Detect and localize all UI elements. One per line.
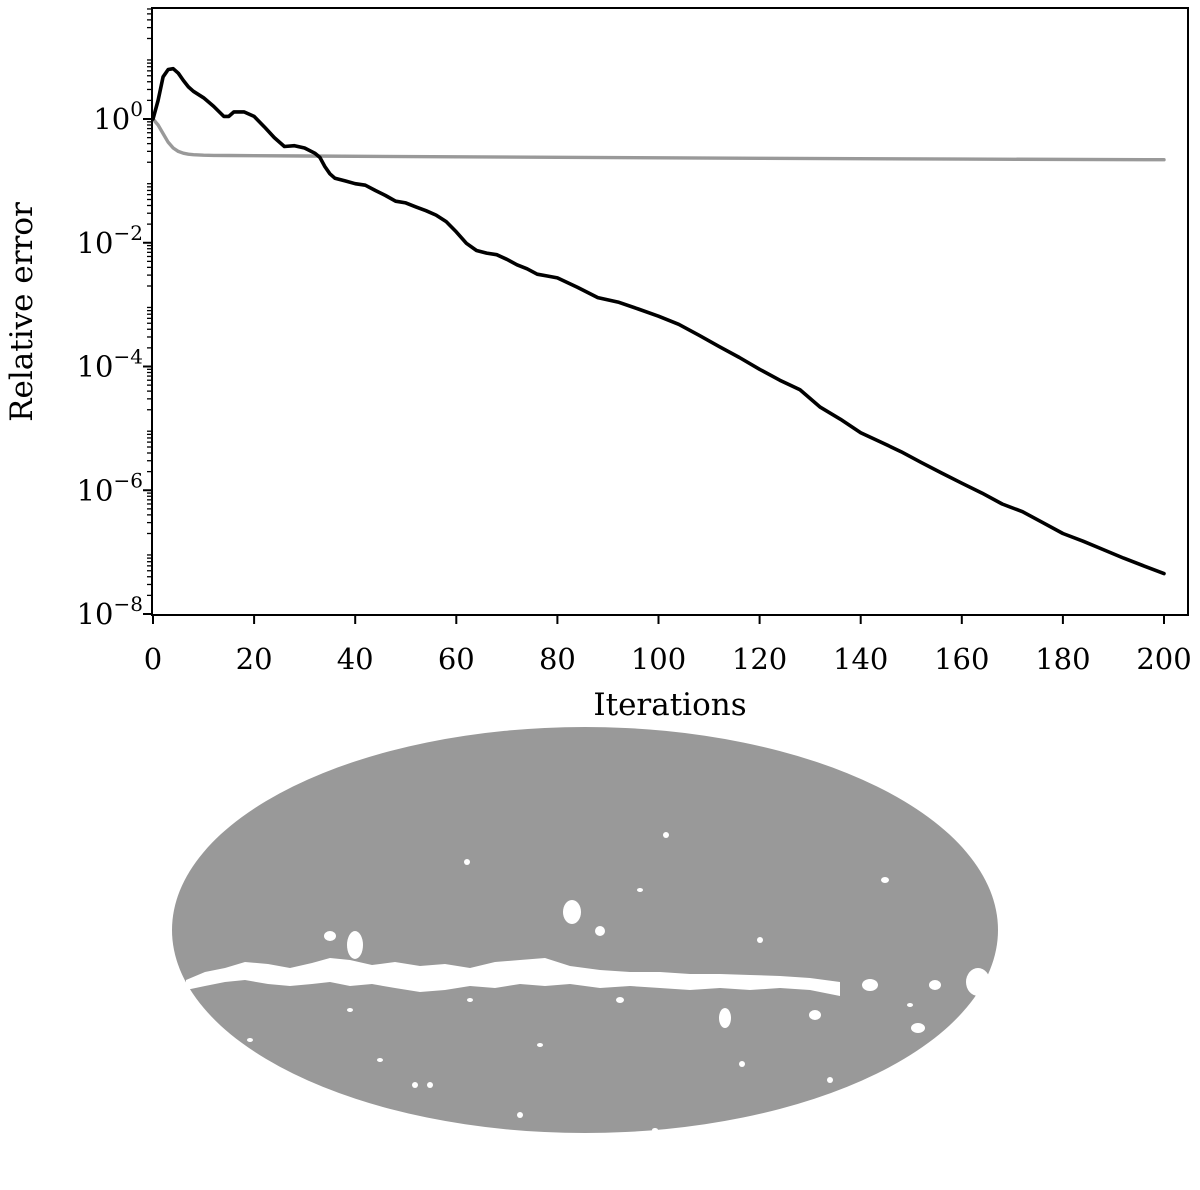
x-tick-label: 160 bbox=[934, 642, 989, 676]
mask-spot bbox=[757, 937, 763, 943]
mask-spot bbox=[464, 859, 470, 865]
mask-spot bbox=[881, 877, 889, 883]
mask-spot bbox=[663, 832, 669, 838]
mask-spot bbox=[616, 997, 624, 1003]
mask-spot bbox=[966, 968, 990, 996]
mask-spot bbox=[809, 1010, 821, 1020]
y-tick-label: 10−8 bbox=[77, 592, 143, 631]
mask-spot bbox=[739, 1061, 745, 1067]
x-tick-label: 180 bbox=[1035, 642, 1090, 676]
mask-spot bbox=[427, 1082, 433, 1088]
series-line-1 bbox=[152, 117, 1166, 162]
mask-spot bbox=[247, 1038, 253, 1042]
mask-spot bbox=[347, 1008, 353, 1012]
x-tick-label: 20 bbox=[236, 642, 273, 676]
mask-spot bbox=[292, 1098, 298, 1102]
mask-spot bbox=[595, 926, 605, 936]
mask-spot bbox=[563, 900, 581, 924]
mask-spot bbox=[467, 998, 473, 1002]
mask-spot bbox=[637, 888, 643, 892]
y-tick-label: 10−6 bbox=[77, 468, 143, 507]
mask-spot bbox=[502, 1163, 508, 1167]
mask-spot bbox=[196, 1015, 204, 1021]
x-axis-label: Iterations bbox=[593, 687, 746, 723]
y-axis-label: Relative error bbox=[4, 202, 40, 422]
series-line-0 bbox=[152, 66, 1166, 576]
x-tick-label: 80 bbox=[539, 642, 576, 676]
mask-spot bbox=[324, 931, 336, 941]
series-layer bbox=[152, 66, 1166, 576]
mask-spot bbox=[412, 1082, 418, 1088]
mask-spot bbox=[827, 1077, 833, 1083]
mask-spot bbox=[987, 1003, 993, 1007]
ticks-layer: 0 20 40 60 80 100 120 140 160 180 200 10−8 10−6 10−4 1… bbox=[77, 8, 1192, 676]
galactic-mask bbox=[186, 832, 993, 1167]
mask-spot bbox=[537, 1043, 543, 1047]
x-tick-label: 200 bbox=[1136, 642, 1191, 676]
mask-spot bbox=[862, 979, 878, 991]
mask-spot bbox=[911, 1023, 925, 1033]
x-tick-label: 100 bbox=[631, 642, 686, 676]
x-tick-label: 120 bbox=[732, 642, 787, 676]
mask-spot bbox=[929, 980, 941, 990]
mask-spot bbox=[347, 931, 363, 959]
mask-spot bbox=[907, 1003, 913, 1007]
y-tick-label: 10−4 bbox=[77, 345, 143, 384]
mask-spot bbox=[652, 1128, 658, 1132]
x-tick-label: 60 bbox=[438, 642, 475, 676]
mollweide-sky-region bbox=[172, 727, 998, 1133]
convergence-chart: 0 20 40 60 80 100 120 140 160 180 200 10−8 10−6 10−4 1… bbox=[4, 7, 1192, 723]
x-tick-label: 140 bbox=[833, 642, 888, 676]
x-tick-label: 40 bbox=[337, 642, 374, 676]
mask-spot bbox=[517, 1112, 523, 1118]
mask-spot bbox=[377, 1058, 383, 1062]
galactic-plane-mask bbox=[186, 958, 840, 996]
plot-frame bbox=[151, 7, 1189, 616]
y-tick-label: 100 bbox=[93, 97, 143, 136]
y-tick-label: 10−2 bbox=[77, 221, 143, 260]
mask-spot bbox=[719, 1008, 731, 1028]
x-tick-label: 0 bbox=[144, 642, 162, 676]
sky-mask-map bbox=[172, 727, 998, 1167]
